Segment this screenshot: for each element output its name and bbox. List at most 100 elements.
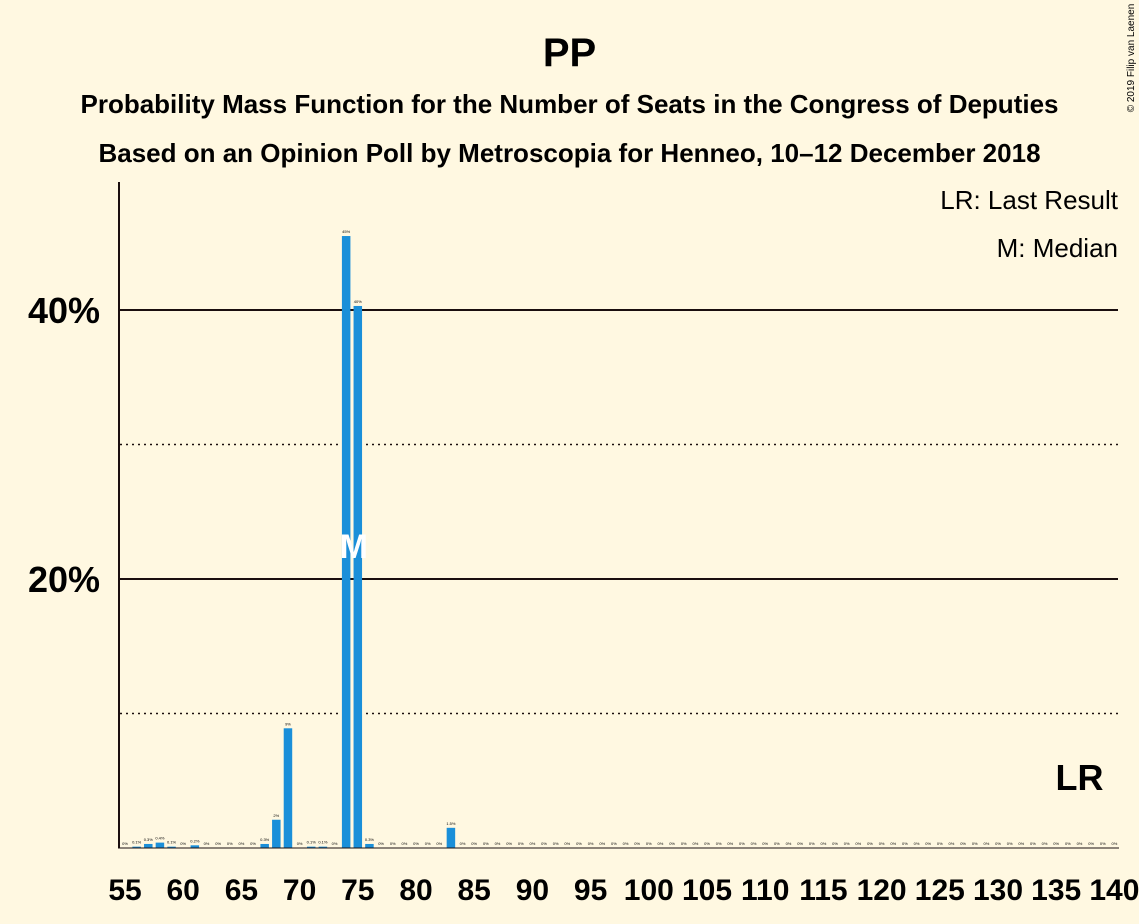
data-label-59: 0.1%	[167, 840, 177, 845]
data-label-85: 0%	[471, 841, 477, 846]
y-ticks-layer: 20% 40%	[28, 290, 100, 600]
x-tick-label-120: 120	[857, 874, 907, 907]
data-label-88: 0%	[506, 841, 512, 846]
data-label-102: 0%	[669, 841, 675, 846]
data-label-120: 0%	[879, 841, 885, 846]
data-label-108: 0%	[739, 841, 745, 846]
x-tick-label-110: 110	[741, 874, 789, 907]
data-label-126: 0%	[949, 841, 955, 846]
data-label-62: 0%	[204, 841, 210, 846]
data-label-71: 0.1%	[307, 840, 317, 845]
data-label-112: 0%	[786, 841, 792, 846]
data-label-132: 0%	[1018, 841, 1024, 846]
chart-title: PP	[543, 31, 596, 75]
data-label-67: 0.3%	[260, 837, 270, 842]
bar-72	[318, 846, 328, 848]
data-label-90: 0%	[530, 841, 536, 846]
chart-subtitle-2: Based on an Opinion Poll by Metroscopia …	[98, 138, 1040, 168]
data-label-109: 0%	[751, 841, 757, 846]
data-label-124: 0%	[925, 841, 931, 846]
data-label-121: 0%	[890, 841, 896, 846]
data-label-115: 0%	[821, 841, 827, 846]
data-label-114: 0%	[809, 841, 815, 846]
data-label-58: 0.4%	[155, 836, 165, 841]
x-tick-label-125: 125	[915, 874, 965, 907]
x-tick-label-55: 55	[108, 874, 141, 907]
copyright-text: © 2019 Filip van Laenen	[1126, 4, 1137, 113]
bar-74	[341, 236, 351, 848]
x-tick-label-130: 130	[973, 874, 1023, 907]
data-label-106: 0%	[716, 841, 722, 846]
data-label-123: 0%	[914, 841, 920, 846]
data-label-103: 0%	[681, 841, 687, 846]
data-label-66: 0%	[250, 841, 256, 846]
x-tick-label-85: 85	[458, 874, 491, 907]
x-tick-label-70: 70	[283, 874, 316, 907]
data-label-94: 0%	[576, 841, 582, 846]
y-tick-label-40: 40%	[28, 290, 100, 331]
y-tick-label-20: 20%	[28, 559, 100, 600]
data-label-130: 0%	[995, 841, 1001, 846]
data-label-63: 0%	[215, 841, 221, 846]
bars-layer	[132, 236, 456, 849]
bar-56	[132, 846, 141, 848]
data-label-98: 0%	[623, 841, 629, 846]
data-label-93: 0%	[564, 841, 570, 846]
data-label-82: 0%	[436, 841, 442, 846]
legend-last-result: LR: Last Result	[940, 185, 1119, 215]
data-label-133: 0%	[1030, 841, 1036, 846]
data-label-135: 0%	[1053, 841, 1059, 846]
data-label-110: 0%	[762, 841, 768, 846]
x-tick-label-80: 80	[399, 874, 432, 907]
data-label-127: 0%	[960, 841, 966, 846]
x-tick-label-60: 60	[167, 874, 200, 907]
data-label-56: 0.1%	[132, 840, 142, 845]
x-tick-label-65: 65	[225, 874, 258, 907]
data-label-64: 0%	[227, 841, 233, 846]
data-label-131: 0%	[1007, 841, 1013, 846]
x-tick-label-75: 75	[341, 874, 374, 907]
data-label-70: 0%	[297, 841, 303, 846]
data-label-134: 0%	[1042, 841, 1048, 846]
data-label-125: 0%	[937, 841, 943, 846]
legend-median: M: Median	[997, 233, 1118, 263]
last-result-marker: LR	[1055, 757, 1103, 798]
data-label-136: 0%	[1065, 841, 1071, 846]
data-label-139: 0%	[1100, 841, 1106, 846]
grid-layer	[120, 309, 1118, 715]
data-label-61: 0.2%	[190, 838, 200, 843]
data-label-107: 0%	[727, 841, 733, 846]
data-label-128: 0%	[972, 841, 978, 846]
data-label-89: 0%	[518, 841, 524, 846]
data-label-81: 0%	[425, 841, 431, 846]
bar-61	[190, 845, 200, 848]
bar-76	[365, 843, 374, 848]
data-label-117: 0%	[844, 841, 850, 846]
data-label-118: 0%	[855, 841, 861, 846]
data-label-119: 0%	[867, 841, 873, 846]
chart-subtitle-1: Probability Mass Function for the Number…	[80, 89, 1058, 119]
x-tick-label-100: 100	[624, 874, 674, 907]
x-tick-label-95: 95	[574, 874, 607, 907]
data-label-78: 0%	[390, 841, 396, 846]
data-label-140: 0%	[1112, 841, 1118, 846]
data-label-116: 0%	[832, 841, 838, 846]
data-label-86: 0%	[483, 841, 489, 846]
data-label-99: 0%	[634, 841, 640, 846]
data-label-104: 0%	[692, 841, 698, 846]
data-label-68: 2%	[273, 813, 279, 818]
data-label-60: 0%	[180, 841, 186, 846]
data-label-97: 0%	[611, 841, 617, 846]
x-ticks-layer: 55 60 65 70 75 80 85 90 95 100 105 110 115 120 125 130 1…	[108, 874, 1139, 907]
data-label-55: 0%	[122, 841, 128, 846]
data-label-84: 0%	[460, 841, 466, 846]
data-label-92: 0%	[553, 841, 559, 846]
bar-75	[353, 305, 363, 849]
data-label-91: 0%	[541, 841, 547, 846]
bar-58	[155, 842, 165, 848]
data-label-101: 0%	[658, 841, 664, 846]
data-label-77: 0%	[378, 841, 384, 846]
x-tick-label-115: 115	[799, 874, 847, 907]
data-label-57: 0.3%	[144, 837, 154, 842]
